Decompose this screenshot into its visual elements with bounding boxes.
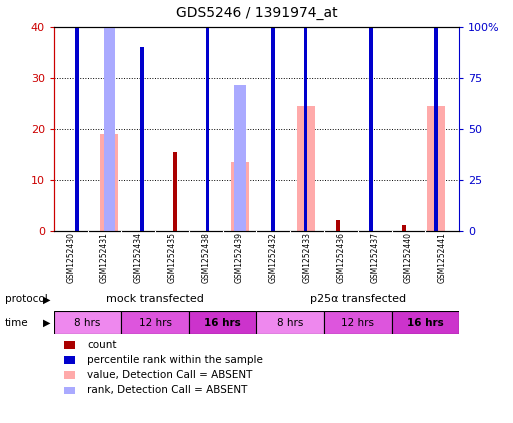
- Text: 8 hrs: 8 hrs: [74, 318, 101, 327]
- Bar: [324, 311, 391, 334]
- Bar: [104, 27, 115, 231]
- Bar: [206, 0, 209, 231]
- Text: GSM1252437: GSM1252437: [370, 233, 379, 283]
- Bar: [369, 60, 373, 231]
- Text: 8 hrs: 8 hrs: [277, 318, 304, 327]
- Text: GSM1252438: GSM1252438: [201, 233, 210, 283]
- Text: 12 hrs: 12 hrs: [341, 318, 374, 327]
- Bar: [140, 47, 144, 231]
- Bar: [75, 15, 78, 231]
- Bar: [402, 225, 406, 231]
- Bar: [206, 142, 209, 231]
- Text: percentile rank within the sample: percentile rank within the sample: [87, 355, 263, 365]
- Bar: [256, 311, 324, 334]
- Text: rank, Detection Call = ABSENT: rank, Detection Call = ABSENT: [87, 385, 248, 396]
- Bar: [391, 311, 459, 334]
- Text: GSM1252431: GSM1252431: [100, 233, 109, 283]
- Bar: [54, 311, 122, 334]
- Text: GSM1252439: GSM1252439: [235, 233, 244, 283]
- Text: mock transfected: mock transfected: [106, 294, 204, 304]
- Bar: [336, 220, 340, 231]
- Bar: [304, 2, 307, 231]
- Text: protocol: protocol: [5, 294, 48, 304]
- Bar: [75, 149, 78, 231]
- Bar: [122, 311, 189, 334]
- Bar: [435, 15, 438, 231]
- Text: GSM1252434: GSM1252434: [134, 233, 143, 283]
- Text: GDS5246 / 1391974_at: GDS5246 / 1391974_at: [175, 6, 338, 20]
- Bar: [173, 152, 177, 231]
- Bar: [101, 134, 119, 231]
- Bar: [231, 162, 249, 231]
- Bar: [271, 0, 275, 231]
- Text: GSM1252435: GSM1252435: [168, 233, 176, 283]
- Bar: [369, 0, 373, 231]
- Bar: [297, 106, 314, 231]
- Text: GSM1252433: GSM1252433: [303, 233, 312, 283]
- Bar: [234, 85, 246, 231]
- Text: p25α transfected: p25α transfected: [310, 294, 406, 304]
- Text: count: count: [87, 340, 117, 350]
- Text: time: time: [5, 318, 29, 327]
- Text: GSM1252441: GSM1252441: [438, 233, 447, 283]
- Text: 12 hrs: 12 hrs: [139, 318, 172, 327]
- Text: GSM1252440: GSM1252440: [404, 233, 413, 283]
- Text: GSM1252436: GSM1252436: [337, 233, 345, 283]
- Text: 16 hrs: 16 hrs: [204, 318, 241, 327]
- Text: value, Detection Call = ABSENT: value, Detection Call = ABSENT: [87, 370, 252, 380]
- Bar: [140, 169, 144, 231]
- Bar: [271, 111, 275, 231]
- Text: ▶: ▶: [44, 294, 51, 304]
- Bar: [189, 311, 256, 334]
- Text: 16 hrs: 16 hrs: [407, 318, 444, 327]
- Text: ▶: ▶: [44, 318, 51, 327]
- Text: GSM1252432: GSM1252432: [269, 233, 278, 283]
- Bar: [427, 106, 445, 231]
- Text: GSM1252430: GSM1252430: [66, 233, 75, 283]
